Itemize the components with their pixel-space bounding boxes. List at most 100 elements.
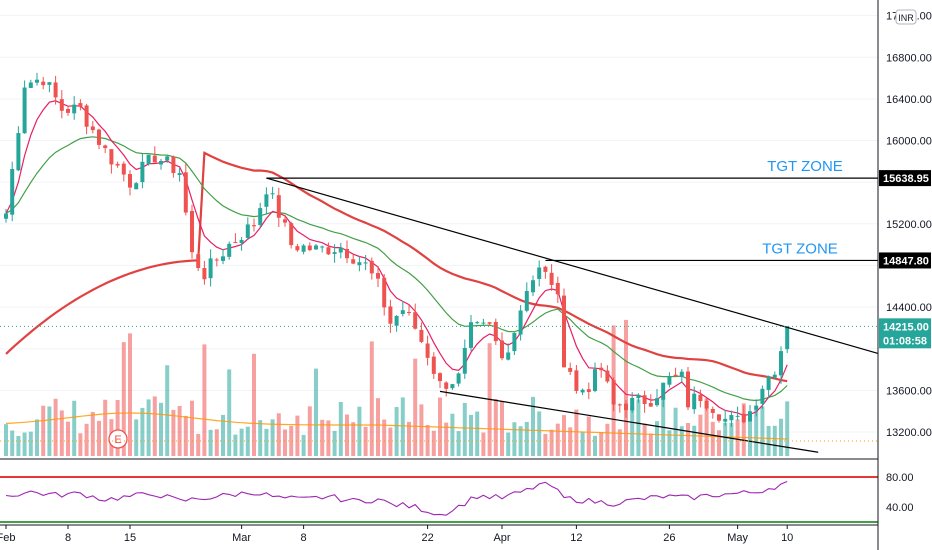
- candle: [475, 321, 480, 325]
- candle: [177, 167, 182, 182]
- candle: [227, 241, 232, 260]
- candle-body: [233, 242, 238, 244]
- candle-body: [258, 208, 263, 225]
- candle: [196, 252, 201, 272]
- candle-body: [673, 374, 678, 377]
- candle: [208, 249, 213, 287]
- currency-badge: INR: [895, 9, 917, 25]
- candle: [723, 409, 728, 426]
- candle-body: [617, 404, 622, 406]
- candle-body: [754, 405, 759, 410]
- volume-bar: [171, 409, 176, 456]
- candle: [72, 96, 77, 120]
- candle: [611, 377, 616, 412]
- volume-bar: [28, 431, 33, 456]
- earnings-label: E: [114, 434, 121, 446]
- candle-body: [134, 183, 139, 190]
- candle-body: [729, 415, 734, 421]
- volume-bar: [146, 399, 151, 456]
- volume-bar: [90, 411, 95, 456]
- candle-body: [580, 389, 585, 393]
- candle: [760, 385, 765, 409]
- volume-bar: [202, 344, 207, 456]
- volume-bar: [413, 358, 418, 456]
- volume-bar: [741, 403, 746, 456]
- volume-bar: [53, 398, 58, 456]
- candle: [450, 384, 455, 391]
- volume-bar: [506, 432, 511, 456]
- volume-bar: [679, 426, 684, 456]
- candle: [320, 245, 325, 253]
- candle: [283, 214, 287, 227]
- candle-body: [586, 389, 591, 392]
- candle-body: [183, 172, 188, 213]
- candle: [66, 106, 70, 116]
- rsi-line: [5, 480, 788, 516]
- tgt-zone-label: TGT ZONE: [762, 240, 838, 257]
- candle-body: [28, 82, 33, 88]
- volume-bar: [115, 400, 120, 456]
- price-tick-label: 16000.00: [886, 136, 932, 148]
- volume-bar: [655, 421, 659, 456]
- candle-body: [208, 258, 213, 279]
- candle-body: [289, 223, 294, 246]
- candle: [580, 388, 585, 396]
- candle: [493, 318, 498, 345]
- candle: [109, 149, 114, 174]
- candle-body: [593, 369, 597, 391]
- candle-body: [524, 290, 529, 311]
- candle-body: [177, 173, 182, 175]
- candle: [506, 343, 511, 361]
- volume-bar: [10, 430, 15, 456]
- volume-bar: [754, 409, 759, 456]
- volume-bar: [283, 429, 287, 456]
- candle: [692, 386, 697, 414]
- candle-body: [481, 322, 486, 324]
- trendline-lower: [439, 390, 819, 453]
- candle: [605, 365, 610, 384]
- candlesticks: [4, 72, 790, 428]
- candle: [562, 288, 566, 368]
- candle-body: [400, 310, 405, 314]
- volume-bar: [270, 419, 275, 456]
- volume-bar: [574, 409, 579, 456]
- candle: [524, 282, 529, 313]
- volume-bar: [481, 432, 486, 456]
- candle-body: [574, 370, 579, 391]
- candle-body: [90, 126, 95, 131]
- candle: [264, 187, 269, 215]
- price-tick-label: 16400.00: [886, 94, 932, 106]
- price-tick-label: 14400.00: [886, 302, 932, 314]
- candle-body: [549, 272, 554, 285]
- time-tick-label: Mar: [232, 532, 251, 544]
- candle: [636, 393, 641, 403]
- candle: [128, 170, 132, 196]
- time-tick-label: 12: [570, 532, 582, 544]
- volume-bar: [710, 421, 715, 456]
- volume-bar: [624, 319, 628, 456]
- volume-bar: [512, 422, 517, 456]
- candle-body: [301, 245, 306, 252]
- candle: [121, 161, 126, 182]
- candle: [661, 382, 666, 408]
- volume-bar: [400, 397, 405, 456]
- candle-body: [72, 104, 77, 114]
- candle: [252, 218, 256, 232]
- candle: [183, 163, 188, 216]
- volume-bar: [444, 422, 449, 456]
- candle-body: [22, 87, 27, 134]
- volume-bar: [128, 333, 132, 456]
- candle-body: [239, 239, 244, 244]
- earnings-marker: E: [108, 429, 128, 449]
- candle: [574, 365, 579, 394]
- volume-bar: [555, 423, 560, 456]
- volume-bar: [593, 435, 597, 456]
- candle: [394, 315, 399, 332]
- candle: [481, 318, 486, 327]
- candle-body: [741, 413, 746, 423]
- candle-body: [320, 246, 325, 248]
- volume-bar: [493, 399, 498, 456]
- candle: [276, 187, 281, 228]
